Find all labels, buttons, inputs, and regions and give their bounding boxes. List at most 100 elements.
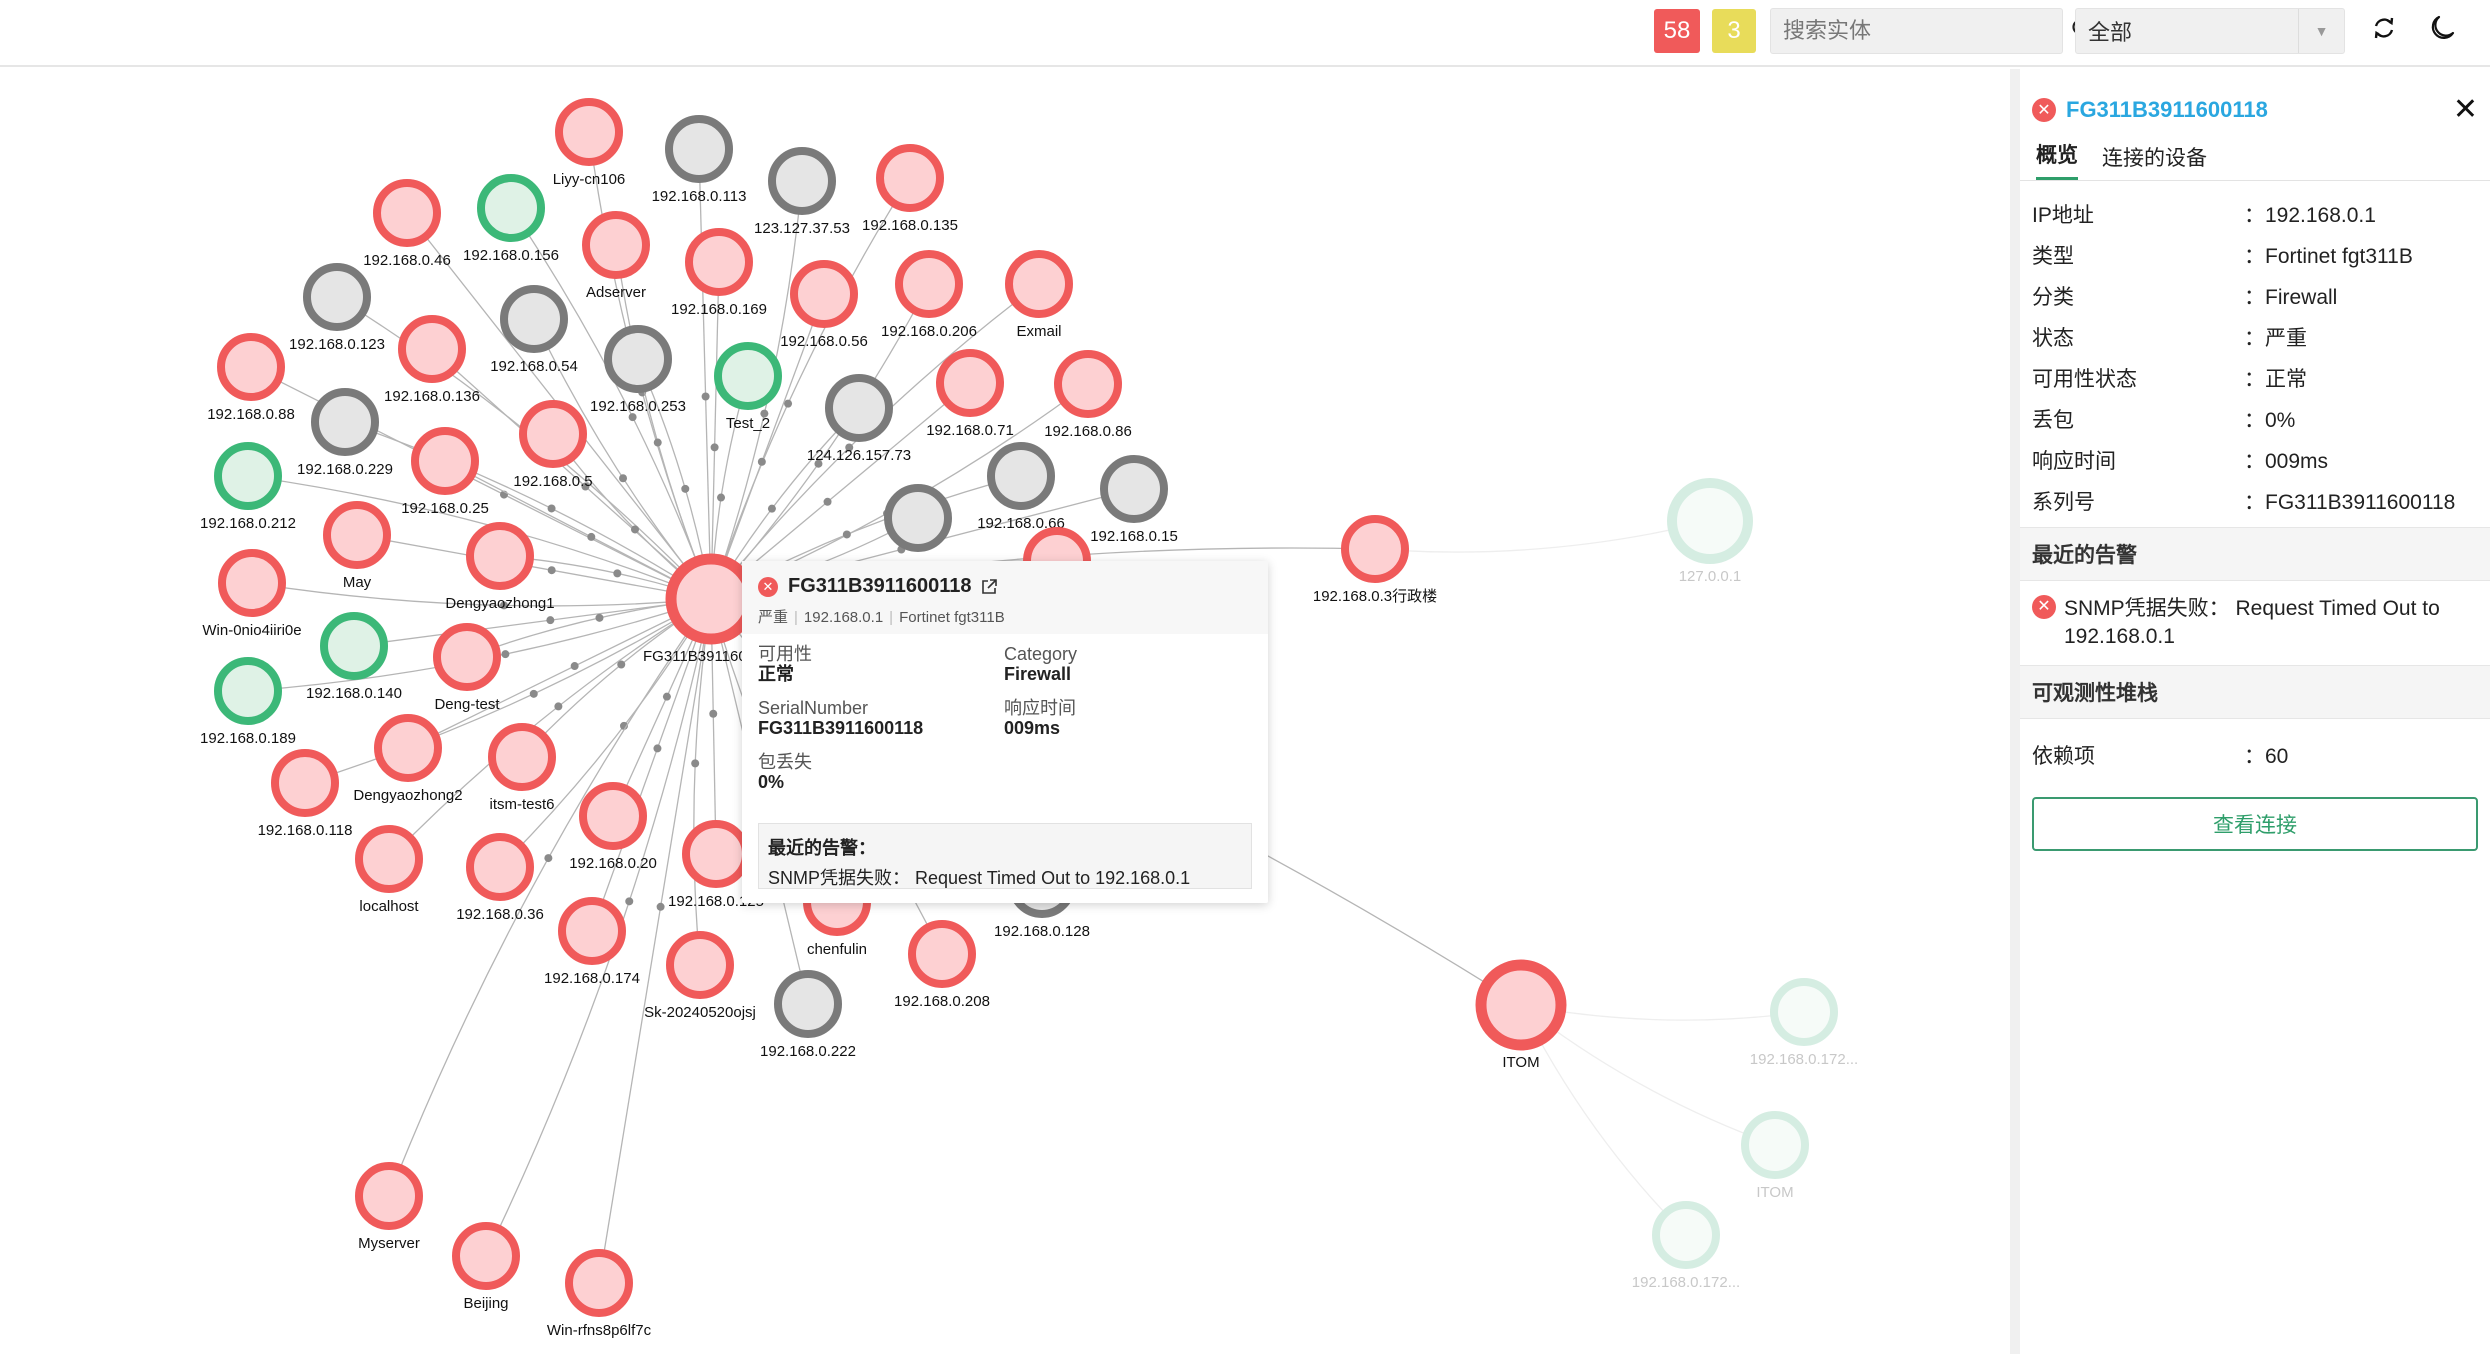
node-circle[interactable] (355, 825, 423, 893)
topology-node[interactable]: 192.168.0.36 (456, 833, 544, 923)
node-circle[interactable] (665, 553, 757, 645)
node-circle[interactable] (488, 723, 556, 791)
node-circle[interactable] (452, 1222, 520, 1290)
node-circle[interactable] (1100, 455, 1168, 523)
topology-node[interactable]: 192.168.0.206 (881, 250, 977, 340)
node-circle[interactable] (303, 263, 371, 331)
node-circle[interactable] (1667, 478, 1753, 564)
node-circle[interactable] (884, 484, 952, 552)
node-circle[interactable] (374, 714, 442, 782)
node-circle[interactable] (565, 1249, 633, 1317)
node-circle[interactable] (271, 749, 339, 817)
refresh-button[interactable] (2364, 10, 2404, 50)
node-circle[interactable] (311, 388, 379, 456)
topology-node[interactable]: Adserver (582, 211, 650, 301)
chevron-down-icon[interactable]: ▼ (2298, 9, 2344, 53)
dark-mode-toggle[interactable] (2422, 10, 2462, 50)
topology-node[interactable]: 192.168.0.86 (1044, 350, 1132, 440)
topology-node[interactable]: 192.168.0.189 (200, 657, 296, 747)
topology-node[interactable]: 192.168.0.253 (590, 325, 686, 415)
topology-node[interactable]: May (323, 501, 391, 591)
topology-node[interactable]: 192.168.0.136 (384, 315, 480, 405)
topology-node[interactable]: ITOM (1741, 1111, 1809, 1201)
topology-node[interactable]: Myserver (355, 1162, 423, 1252)
topology-node[interactable]: 192.168.0.172... (1750, 978, 1858, 1068)
filter-select[interactable]: 全部 ▼ (2075, 8, 2345, 54)
node-circle[interactable] (1770, 978, 1838, 1046)
node-circle[interactable] (519, 400, 587, 468)
view-connections-button[interactable]: 查看连接 (2032, 797, 2478, 851)
tab-connected-devices[interactable]: 连接的设备 (2102, 147, 2207, 170)
topology-node[interactable]: Dengyaozhong2 (353, 714, 463, 804)
topology-node[interactable]: ITOM (1475, 959, 1567, 1071)
topology-node[interactable]: localhost (355, 825, 423, 915)
node-circle[interactable] (1652, 1201, 1720, 1269)
node-circle[interactable] (1741, 1111, 1809, 1179)
topology-node[interactable]: Win-0nio4iiri0e (202, 549, 302, 639)
topology-node[interactable]: 192.168.0.88 (207, 333, 295, 423)
node-circle[interactable] (466, 833, 534, 901)
topology-node[interactable]: 192.168.0.46 (363, 179, 451, 269)
node-circle[interactable] (714, 342, 782, 410)
node-circle[interactable] (555, 98, 623, 166)
node-circle[interactable] (373, 179, 441, 247)
node-circle[interactable] (466, 522, 534, 590)
node-circle[interactable] (604, 325, 672, 393)
node-circle[interactable] (908, 920, 976, 988)
node-circle[interactable] (774, 970, 842, 1038)
critical-count-badge[interactable]: 58 (1654, 9, 1700, 53)
topology-node[interactable]: 192.168.0.3行政楼 (1313, 515, 1437, 605)
topology-node[interactable]: 192.168.0.113 (652, 115, 747, 205)
topology-node[interactable]: 192.168.0.135 (862, 144, 958, 234)
topology-node[interactable]: 192.168.0.140 (306, 612, 402, 702)
node-circle[interactable] (320, 612, 388, 680)
node-circle[interactable] (665, 115, 733, 183)
topology-node[interactable]: 192.168.0.169 (671, 228, 767, 318)
node-circle[interactable] (477, 174, 545, 242)
topology-node[interactable]: 192.168.0.229 (297, 388, 393, 478)
node-circle[interactable] (768, 147, 836, 215)
node-circle[interactable] (876, 144, 944, 212)
topology-node[interactable]: itsm-test6 (488, 723, 556, 813)
topology-node[interactable]: 192.168.0.123 (289, 263, 385, 353)
node-circle[interactable] (1341, 515, 1409, 583)
node-circle[interactable] (398, 315, 466, 383)
topology-node[interactable]: 192.168.0.71 (926, 349, 1014, 439)
node-circle[interactable] (217, 333, 285, 401)
node-circle[interactable] (825, 374, 893, 442)
node-circle[interactable] (323, 501, 391, 569)
topology-node[interactable]: 192.168.0.118 (258, 749, 353, 839)
panel-title[interactable]: FG311B3911600118 (2066, 97, 2268, 122)
node-circle[interactable] (411, 427, 479, 495)
topology-node[interactable]: Sk-20240520ojsj (644, 931, 756, 1021)
topology-node[interactable]: Dengyaozhong1 (445, 522, 555, 612)
topology-node[interactable]: Deng-test (433, 623, 501, 713)
node-circle[interactable] (895, 250, 963, 318)
node-circle[interactable] (558, 897, 626, 965)
topology-node[interactable]: Win-rfns8p6lf7c (547, 1249, 652, 1339)
node-circle[interactable] (579, 782, 647, 850)
topology-node[interactable]: 192.168.0.208 (894, 920, 990, 1010)
topology-node[interactable]: Liyy-cn106 (553, 98, 626, 188)
node-circle[interactable] (214, 657, 282, 725)
topology-node[interactable]: 192.168.0.15 (1090, 455, 1178, 545)
topology-node[interactable]: 192.168.0.5 (513, 400, 593, 490)
tab-overview[interactable]: 概览 (2036, 139, 2078, 180)
node-circle[interactable] (666, 931, 734, 999)
node-circle[interactable] (218, 549, 286, 617)
topology-node[interactable]: 192.168.0.174 (544, 897, 640, 987)
node-circle[interactable] (987, 442, 1055, 510)
topology-node[interactable]: 192.168.0.156 (463, 174, 559, 264)
node-circle[interactable] (433, 623, 501, 691)
topology-node[interactable]: 192.168.0.20 (569, 782, 657, 872)
node-circle[interactable] (1475, 959, 1567, 1051)
node-circle[interactable] (582, 211, 650, 279)
node-circle[interactable] (790, 260, 858, 328)
node-circle[interactable] (500, 285, 568, 353)
node-circle[interactable] (936, 349, 1004, 417)
search-input[interactable] (1783, 18, 2071, 44)
node-circle[interactable] (1054, 350, 1122, 418)
topology-node[interactable]: Exmail (1005, 250, 1073, 340)
node-circle[interactable] (682, 820, 750, 888)
topology-node[interactable]: 192.168.0.54 (490, 285, 578, 375)
